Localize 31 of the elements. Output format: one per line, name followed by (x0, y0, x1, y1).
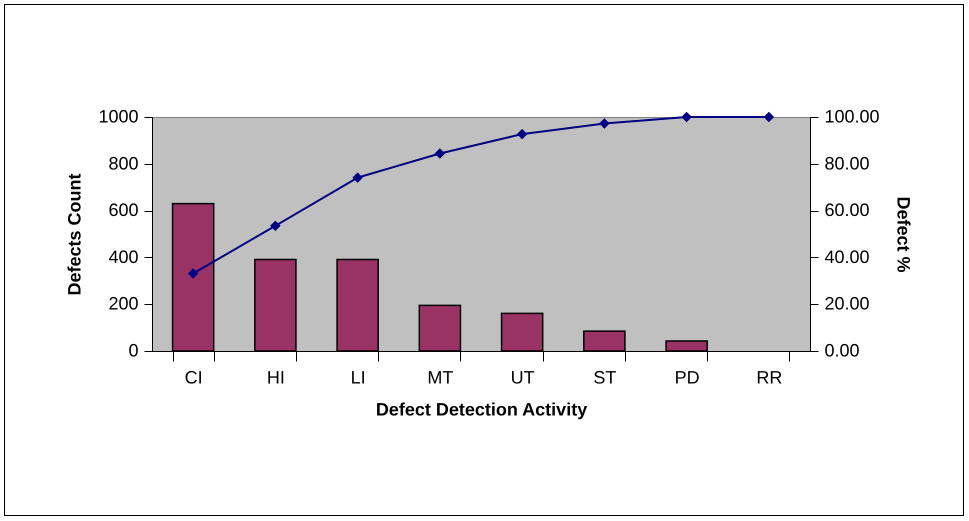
point (516, 128, 528, 140)
point (764, 112, 774, 122)
x-tick-label: MT (427, 368, 454, 388)
point (599, 118, 610, 129)
y-tick-label: 200 (108, 294, 138, 314)
y-tick-label: 600 (108, 200, 138, 220)
point (270, 220, 281, 232)
y2-tick-label: 0.00 (824, 340, 860, 360)
y2-tick-label: 100.00 (824, 106, 880, 126)
point (352, 172, 363, 183)
y-axis-title: Defects Count (64, 173, 84, 296)
y-tick-label: 800 (108, 153, 138, 174)
y2-tick-label: 60.00 (824, 200, 870, 220)
point (434, 148, 446, 159)
x-tick-label: RR (756, 368, 782, 388)
y-tick-label: 1000 (98, 106, 138, 126)
x-axis-title: Defect Detection Activity (376, 400, 588, 420)
point (681, 112, 692, 122)
y2-axis-title: Defect % (894, 196, 914, 273)
x-tick-label: LI (350, 368, 366, 388)
x-tick-label: HI (266, 368, 285, 388)
x-tick-label: CI (184, 368, 203, 388)
y2-tick-label: 80.00 (824, 153, 870, 174)
y2-tick-label: 20.00 (824, 294, 870, 314)
point (188, 268, 198, 279)
y-tick-label: 0 (128, 340, 138, 360)
x-tick-label: ST (593, 368, 616, 388)
x-tick-label: PD (674, 368, 700, 388)
y-tick-label: 400 (108, 246, 138, 267)
y2-tick-label: 40.00 (824, 246, 870, 267)
x-tick-label: UT (510, 368, 535, 388)
